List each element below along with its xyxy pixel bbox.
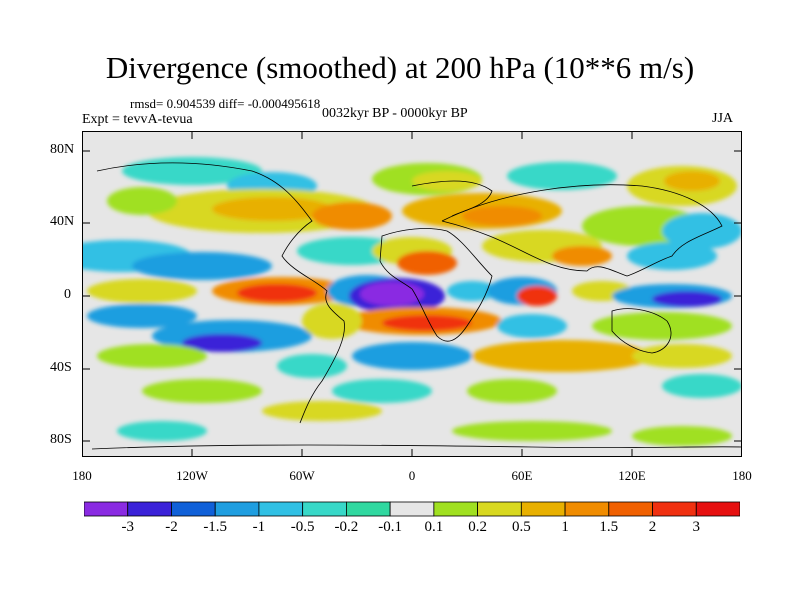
colorbar-label: -0.1 <box>378 519 402 535</box>
colorbar-label: -0.5 <box>290 519 315 535</box>
colorbar-label: 0.1 <box>424 519 444 535</box>
ytick-label: 40N <box>50 214 75 229</box>
ytick-label: 80S <box>50 432 72 447</box>
divergence-map <box>82 131 742 457</box>
colorbar-swatch <box>127 501 172 517</box>
xtick-label: 120E <box>618 468 646 483</box>
colorbar-swatch <box>171 501 216 517</box>
xtick-label: 180 <box>732 468 752 483</box>
stats-label: rmsd= 0.904539 diff= -0.000495618 <box>130 96 321 111</box>
coastlines <box>91 162 742 450</box>
ytick-label: 80N <box>50 142 75 157</box>
colorbar-swatch <box>84 501 129 517</box>
colorbar-swatch <box>302 501 347 517</box>
colorbar-label: -1.5 <box>203 519 228 535</box>
colorbar-label: -0.2 <box>334 519 359 535</box>
season-label: JJA <box>712 111 734 126</box>
colorbar-label: -3 <box>121 519 134 535</box>
colorbar-label: 3 <box>692 519 701 535</box>
colorbar-label: -1 <box>252 519 266 535</box>
colorbar-swatch <box>652 501 697 517</box>
ytick-label: 40S <box>50 360 72 375</box>
colorbar-swatch <box>433 501 478 517</box>
colorbar-swatch <box>695 501 740 517</box>
plot-title: Divergence (smoothed) at 200 hPa (10**6 … <box>105 50 695 85</box>
colorbar-swatch <box>520 501 566 517</box>
colorbar-label: 0.5 <box>511 519 531 535</box>
xtick-label: 0 <box>408 468 416 483</box>
xtick-label: 120W <box>176 468 208 483</box>
colorbar-label: -2 <box>165 519 178 535</box>
colorbar <box>84 501 740 517</box>
xtick-label: 180 <box>72 468 92 483</box>
colorbar-swatch <box>389 501 435 517</box>
ytick-label: 0 <box>64 287 71 302</box>
colorbar-swatch <box>345 501 391 517</box>
colorbar-swatch <box>258 501 304 517</box>
colorbar-swatch <box>214 501 260 517</box>
xtick-label: 60E <box>511 468 533 483</box>
xtick-label: 60W <box>289 468 315 483</box>
colorbar-label: 2 <box>648 519 657 535</box>
colorbar-label: 0.2 <box>468 519 487 535</box>
axis-ticks <box>82 131 742 457</box>
period-label: 0032kyr BP - 0000kyr BP <box>322 106 468 121</box>
colorbar-swatch <box>477 501 522 517</box>
colorbar-label: 1.5 <box>599 519 619 535</box>
experiment-label: Expt = tevvA-tevua <box>82 112 193 127</box>
contour-field <box>82 131 742 457</box>
colorbar-label: 1 <box>561 519 569 535</box>
colorbar-swatch <box>608 501 653 517</box>
colorbar-swatch <box>564 501 610 517</box>
